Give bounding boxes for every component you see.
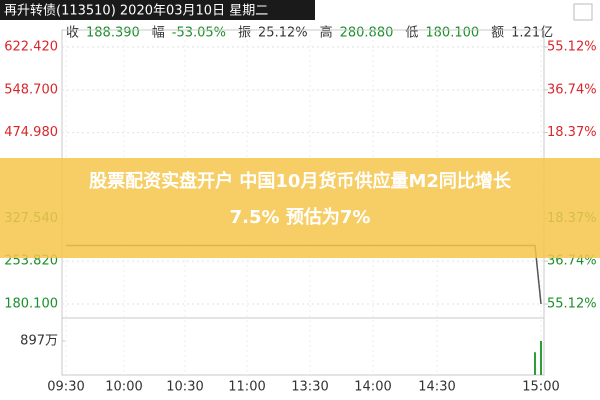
- x-tick-label: 10:00: [105, 380, 142, 395]
- volume-bar: [540, 341, 542, 375]
- volume-tick-label: 897万: [20, 334, 58, 349]
- info-label: 幅: [152, 26, 165, 41]
- info-value: 188.390: [86, 26, 140, 41]
- info-value: 1.21亿: [511, 26, 553, 41]
- x-tick-label: 09:30: [47, 380, 84, 395]
- volume-bar: [534, 352, 536, 375]
- info-label: 振: [238, 26, 251, 41]
- x-tick-label: 13:30: [291, 380, 328, 395]
- info-label: 高: [320, 25, 333, 41]
- info-label: 低: [405, 26, 418, 41]
- banner: [0, 158, 600, 258]
- icon: [573, 3, 593, 21]
- banner-line: 7.5% 预估为7%: [230, 206, 371, 228]
- info-row: 收 188.390 幅 -53.05% 振 25.12% 高 280.880 低 180.100 额…: [66, 25, 553, 41]
- y-tick-label: 180.100: [4, 297, 58, 312]
- info-value: -53.05%: [172, 26, 226, 41]
- title: 再升转债(113510) 2020年03月10日 星期二: [4, 4, 268, 19]
- y2-tick-label: 55.12%: [547, 40, 597, 55]
- banner-line: 股票配资实盘开户 中国10月货币供应量M2同比增长: [88, 170, 512, 192]
- y2-tick-label: 55.12%: [547, 297, 597, 312]
- info-value: 180.100: [425, 26, 479, 41]
- info-value: 25.12%: [258, 26, 308, 41]
- info-label: 额: [491, 26, 504, 41]
- x-tick-label: 14:00: [354, 380, 391, 395]
- x-tick-label: 15:00: [522, 380, 559, 395]
- y2-tick-label: 18.37%: [547, 125, 597, 140]
- x-tick-label: 11:00: [228, 380, 265, 395]
- x-tick-label: 10:30: [166, 380, 203, 395]
- x-tick-label: 14:30: [418, 380, 455, 395]
- y-tick-label: 474.980: [4, 125, 58, 140]
- y-tick-label: 622.420: [4, 40, 58, 55]
- info-value: 280.880: [340, 26, 394, 41]
- y2-tick-label: 36.74%: [547, 82, 597, 97]
- y-tick-label: 548.700: [4, 82, 58, 97]
- info-label: 收: [66, 26, 79, 41]
- title-bar: [0, 0, 315, 20]
